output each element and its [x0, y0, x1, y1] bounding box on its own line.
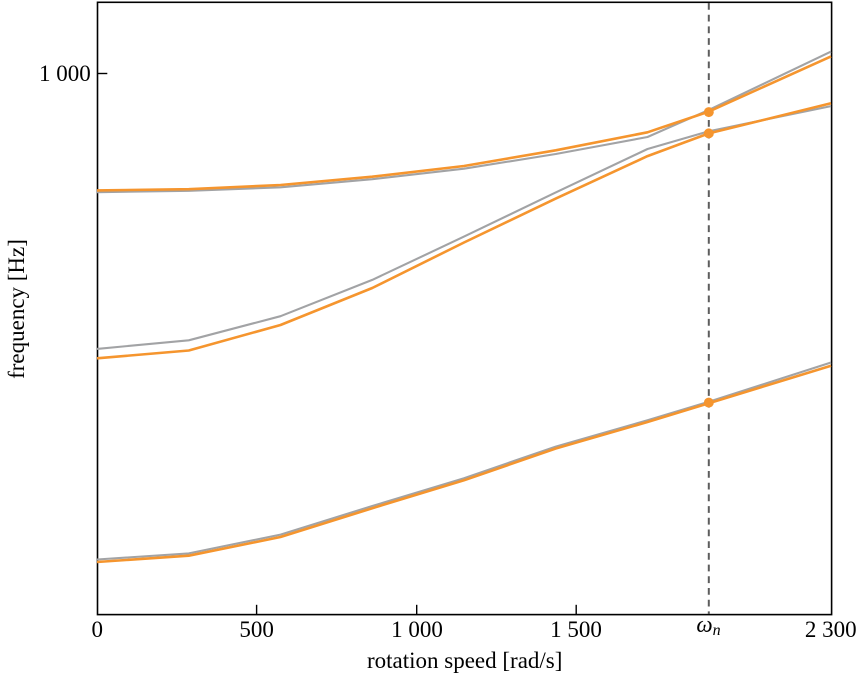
svg-text:2 300: 2 300 [805, 617, 857, 642]
svg-text:ωn: ωn [696, 612, 720, 639]
svg-text:1 000: 1 000 [391, 617, 443, 642]
svg-text:1 000: 1 000 [39, 61, 91, 86]
svg-text:frequency [Hz]: frequency [Hz] [4, 239, 29, 379]
svg-text:rotation speed [rad/s]: rotation speed [rad/s] [367, 648, 562, 673]
svg-text:500: 500 [239, 617, 274, 642]
svg-text:0: 0 [91, 617, 103, 642]
svg-text:1 500: 1 500 [550, 617, 602, 642]
